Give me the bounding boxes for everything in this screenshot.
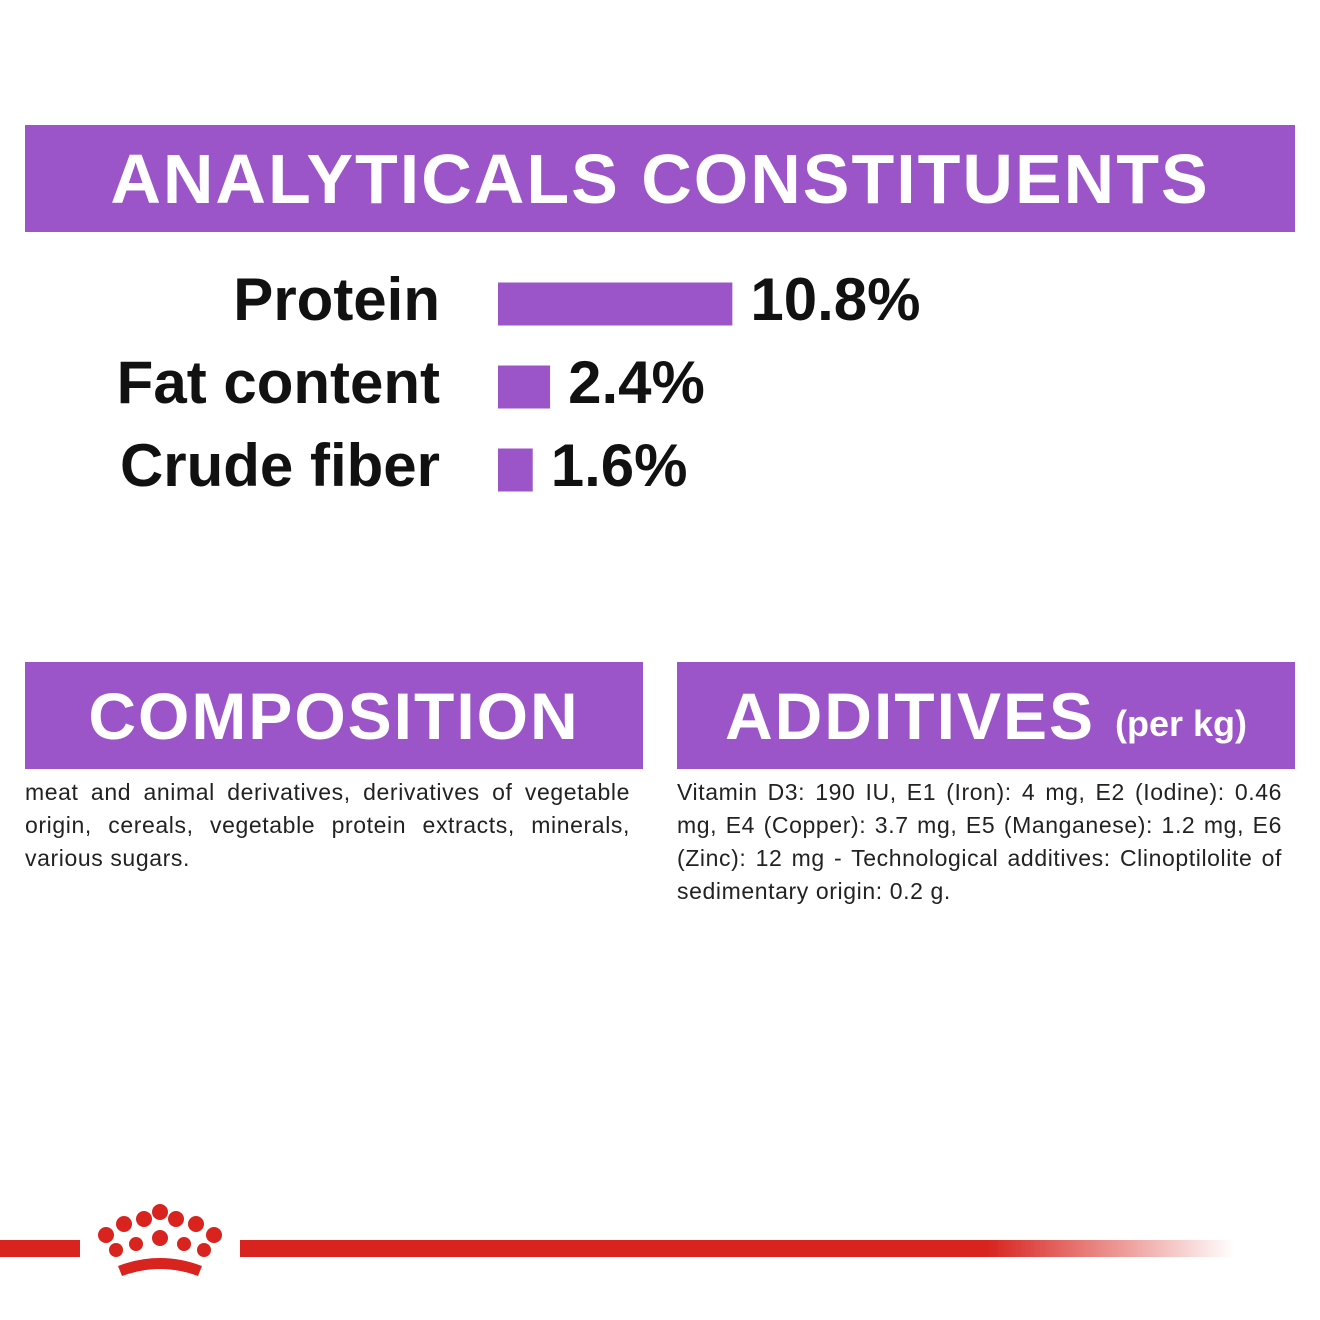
chart: Protein 10.8% Fat content 2.4% Crude fiber 1.… (117, 266, 921, 499)
category-label: Crude fiber (120, 432, 440, 499)
footer-brand (0, 1204, 1235, 1276)
category-label: Fat content (117, 349, 440, 416)
value-label: 2.4% (568, 349, 705, 416)
additives-banner: ADDITIVES (per kg) (677, 662, 1295, 769)
bar (498, 448, 533, 492)
brand-line (0, 1240, 80, 1257)
value-label: 1.6% (551, 432, 688, 499)
composition-title: COMPOSITION (88, 678, 580, 753)
composition-banner: COMPOSITION (25, 662, 643, 769)
value-label: 10.8% (750, 266, 920, 333)
title: ANALYTICALS CONSTITUENTS (110, 139, 1210, 218)
additives-title: ADDITIVES (724, 678, 1096, 753)
additives-text: Vitamin D3: 190 IU, E1 (Iron): 4 mg, E2 … (677, 779, 1282, 904)
brand-line (240, 1240, 1235, 1257)
composition-text: meat and animal derivatives, derivatives… (25, 779, 630, 871)
bar (498, 282, 733, 326)
title-banner: ANALYTICALS CONSTITUENTS (25, 125, 1295, 232)
bar (498, 365, 551, 409)
category-label: Protein (233, 266, 440, 333)
additives-unit: (per kg) (1115, 702, 1248, 744)
crown-logo (98, 1204, 222, 1276)
